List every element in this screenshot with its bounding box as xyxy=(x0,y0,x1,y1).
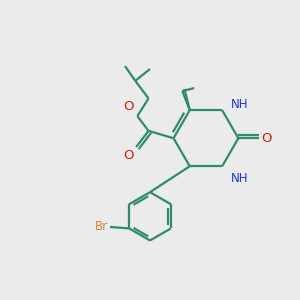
Text: NH: NH xyxy=(230,172,248,185)
Text: O: O xyxy=(123,100,134,112)
Text: NH: NH xyxy=(230,98,248,111)
Text: O: O xyxy=(261,132,272,145)
Text: O: O xyxy=(123,149,134,162)
Text: Br: Br xyxy=(94,220,108,233)
